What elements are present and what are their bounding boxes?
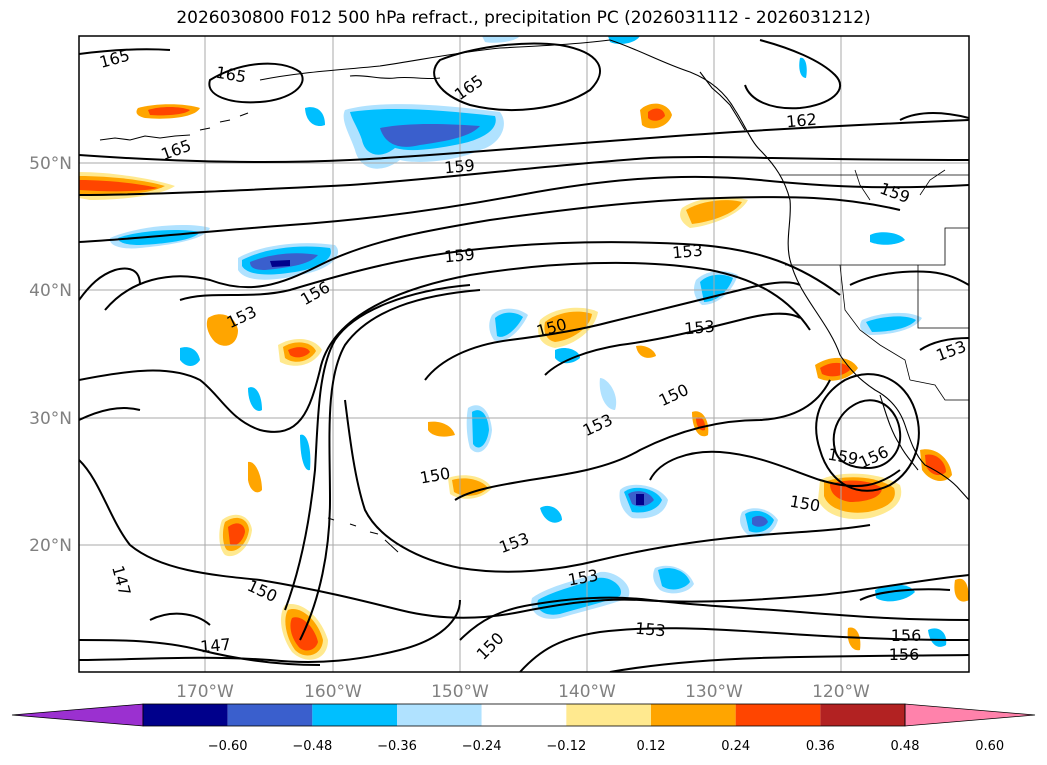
colorbar-segment (143, 704, 228, 726)
lon-label-120w: 120°W (812, 682, 870, 702)
map-frame (78, 35, 970, 673)
colorbar-tick-label: −0.36 (377, 739, 417, 754)
colorbar-segment (820, 704, 905, 726)
colorbar-tick-label: −0.60 (208, 739, 248, 754)
colorbar-tick-label: 0.60 (975, 739, 1004, 754)
colorbar-tick-label: −0.48 (292, 739, 332, 754)
contour-label: 162 (785, 110, 817, 132)
colorbar-segment (735, 704, 821, 726)
lat-label-40n: 40°N (29, 281, 72, 301)
contour-label: 156 (889, 645, 920, 664)
colorbar-tick-label: −0.24 (462, 739, 502, 754)
contour-label: 159 (443, 245, 475, 267)
colorbar-segment (566, 704, 651, 726)
colorbar (11, 703, 1036, 727)
colorbar-tick-labels: −0.60 −0.48 −0.36 −0.24 −0.12 0.12 0.24 0.36 0.4… (208, 739, 1004, 754)
colorbar-extend-low (11, 703, 144, 727)
lat-label-50n: 50°N (29, 154, 72, 174)
colorbar-extend-high (904, 703, 1036, 727)
colorbar-segment (481, 704, 567, 726)
colorbar-tick-label: −0.12 (546, 739, 586, 754)
political-borders (780, 169, 969, 401)
colorbar-outline (142, 703, 906, 727)
colorbar-segment (397, 704, 482, 726)
lon-label-170w: 170°W (176, 682, 234, 702)
latitude-labels: 50°N 40°N 30°N 20°N (29, 154, 72, 556)
lon-label-150w: 150°W (431, 682, 489, 702)
contour-label: 153 (671, 241, 703, 263)
refractivity-contours (79, 39, 969, 672)
lon-label-140w: 140°W (558, 682, 616, 702)
lon-label-130w: 130°W (685, 682, 743, 702)
contour-label: 153 (634, 619, 666, 641)
map-area (79, 36, 969, 672)
colorbar-tick-label: 0.36 (806, 739, 835, 754)
contour-label: 153 (683, 317, 715, 339)
longitude-labels: 170°W 160°W 150°W 140°W 130°W 120°W (176, 682, 870, 702)
map-title: 2026030800 F012 500 hPa refract., precip… (176, 8, 871, 28)
lon-label-160w: 160°W (304, 682, 362, 702)
colorbar-tick-label: 0.24 (721, 739, 750, 754)
colorbar-segment (651, 704, 736, 726)
lat-label-20n: 20°N (29, 536, 72, 556)
colorbar-segment (227, 704, 313, 726)
coastline (99, 39, 969, 501)
contour-label: 147 (199, 635, 231, 657)
colorbar-tick-label: 0.48 (891, 739, 920, 754)
contour-label: 159 (443, 156, 475, 178)
lat-label-30n: 30°N (29, 409, 72, 429)
colorbar-segment (312, 704, 397, 726)
contour-label: 156 (891, 626, 922, 645)
colorbar-tick-label: 0.12 (637, 739, 666, 754)
graticule (79, 36, 969, 672)
